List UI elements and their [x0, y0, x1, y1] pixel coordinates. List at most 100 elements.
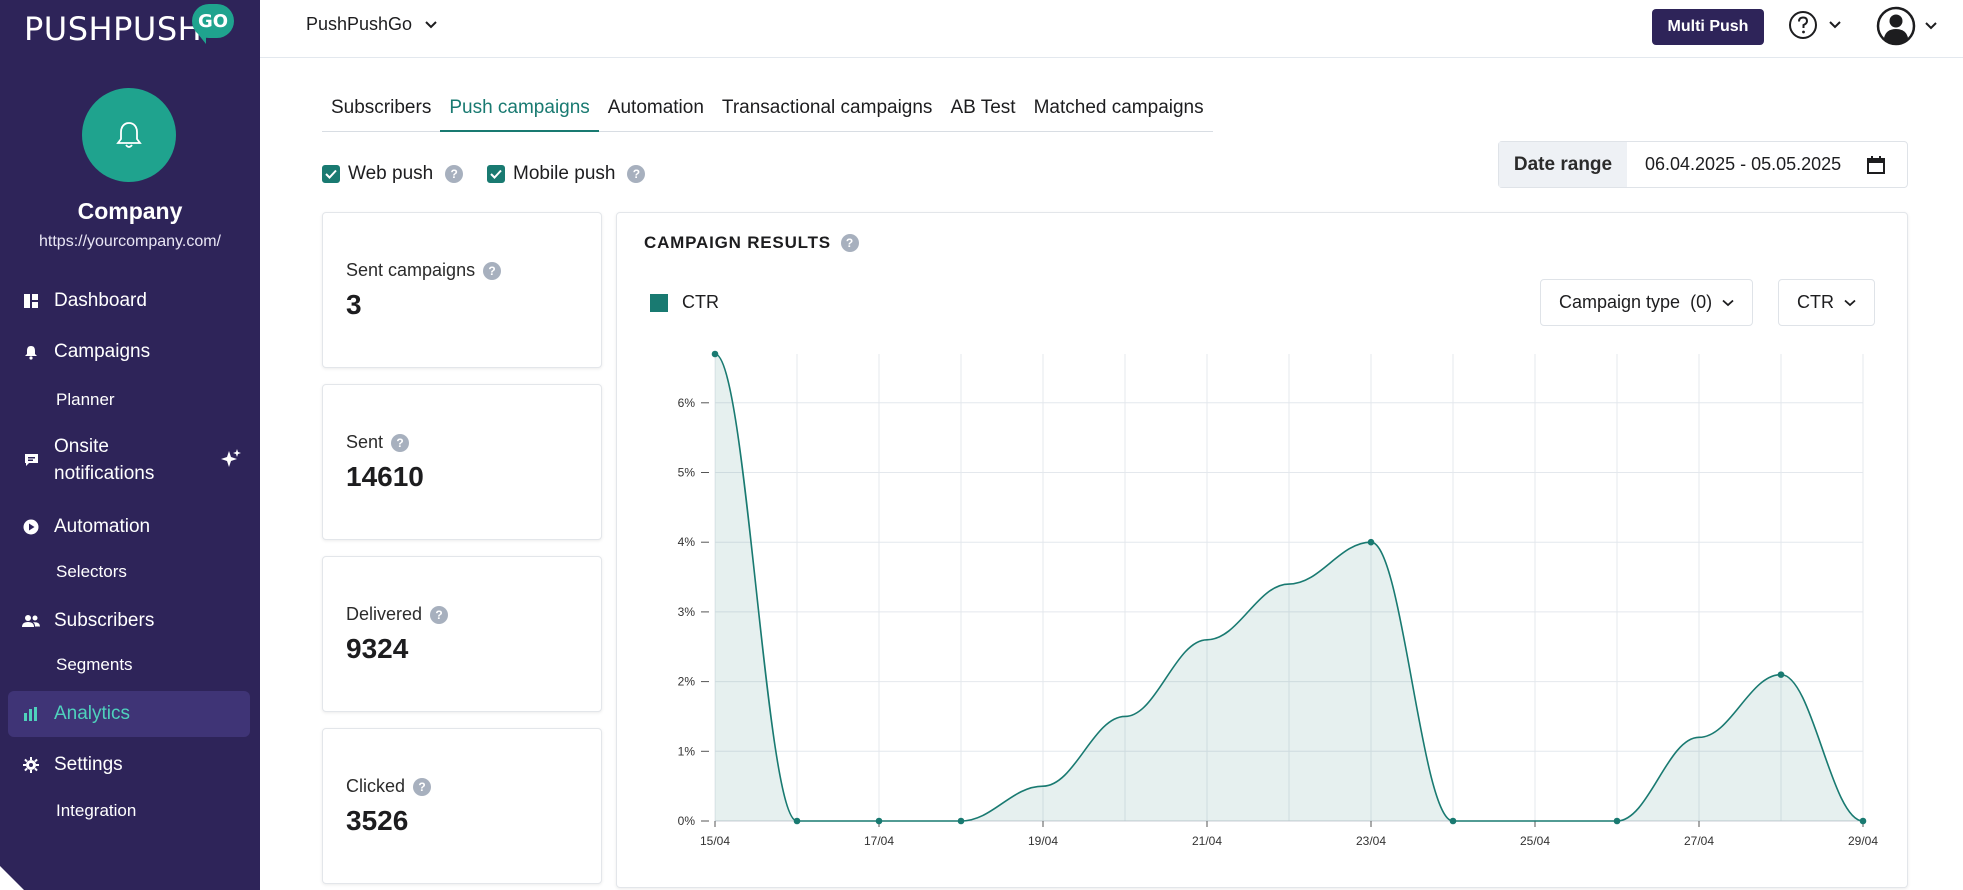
- account-selector[interactable]: PushPushGo: [306, 14, 438, 35]
- sidebar-item-planner[interactable]: Planner: [56, 390, 115, 409]
- tab-subscribers[interactable]: Subscribers: [331, 97, 432, 118]
- web-push-filter[interactable]: Web push ?: [322, 163, 464, 185]
- metric-dropdown[interactable]: CTR: [1778, 279, 1875, 326]
- y-tick-label: 5%: [678, 466, 696, 480]
- x-tick-label: 23/04: [1356, 834, 1386, 848]
- date-range-input[interactable]: 06.04.2025 - 05.05.2025: [1627, 142, 1907, 187]
- topbar: PushPushGo Multi Push: [260, 0, 1963, 58]
- user-menu[interactable]: [1876, 6, 1938, 46]
- tab-transactional-campaigns[interactable]: Transactional campaigns: [721, 97, 933, 118]
- stat-card-delivered: Delivered? 9324: [322, 556, 602, 712]
- tab-ab-test[interactable]: AB Test: [950, 97, 1016, 118]
- help-icon[interactable]: ?: [445, 165, 464, 183]
- mobile-push-checkbox[interactable]: [487, 165, 505, 183]
- sidebar-item-analytics[interactable]: Analytics: [8, 691, 250, 737]
- tab-automation[interactable]: Automation: [607, 97, 704, 118]
- x-tick-label: 21/04: [1192, 834, 1222, 848]
- company-url[interactable]: https://yourcompany.com/: [39, 233, 221, 250]
- company-avatar[interactable]: [82, 88, 176, 182]
- stat-card-clicked: Clicked? 3526: [322, 728, 602, 884]
- sidebar-item-campaigns[interactable]: Campaigns: [8, 329, 250, 375]
- sidebar-item-selectors[interactable]: Selectors: [56, 562, 127, 581]
- sidebar-item-automation[interactable]: Automation: [8, 504, 250, 550]
- campaign-results-panel: CAMPAIGN RESULTS ? CTR Campaign type (0)…: [616, 212, 1908, 888]
- ctr-point: [1859, 817, 1867, 825]
- chevron-down-icon: [1829, 21, 1841, 29]
- company-name: Company: [77, 198, 183, 224]
- date-range-picker[interactable]: Date range 06.04.2025 - 05.05.2025: [1498, 141, 1908, 188]
- logo[interactable]: PUSHPUSH GO: [24, 4, 234, 48]
- user-avatar-icon: [1876, 6, 1916, 46]
- stat-value: 14610: [346, 461, 424, 492]
- x-tick-label: 27/04: [1684, 834, 1714, 848]
- ctr-chart[interactable]: 0% 1% 2% 3% 4% 5% 6% 15/04 17/04 19/04 21/04 23/04 2…: [617, 213, 1907, 887]
- sidebar-item-onsite-notifications[interactable]: Onsite notifications: [8, 430, 250, 490]
- help-icon[interactable]: ?: [483, 261, 502, 280]
- sidebar-item-label: Analytics: [54, 703, 131, 724]
- logo-text: PUSHPUSH: [24, 10, 203, 48]
- analytics-tabs: Subscribers Push campaigns Automation Tr…: [322, 92, 1213, 132]
- mobile-push-label: Mobile push: [513, 163, 616, 184]
- sidebar-item-settings[interactable]: Settings: [8, 742, 250, 788]
- sidebar-corner-decoration: [0, 866, 24, 890]
- panel-title: CAMPAIGN RESULTS ?: [644, 233, 859, 253]
- campaign-type-dropdown[interactable]: Campaign type (0): [1540, 279, 1754, 326]
- y-tick-label: 1%: [678, 744, 696, 758]
- help-icon[interactable]: ?: [430, 605, 449, 624]
- web-push-checkbox[interactable]: [322, 165, 340, 183]
- stat-card-sent: Sent? 14610: [322, 384, 602, 540]
- stat-label: Clicked?: [346, 776, 432, 797]
- calendar-icon[interactable]: [1867, 155, 1886, 174]
- onsite-line2: notifications: [54, 463, 155, 484]
- metric-label: CTR: [1797, 292, 1834, 312]
- ctr-area: [715, 354, 1863, 821]
- tab-matched-campaigns[interactable]: Matched campaigns: [1033, 97, 1204, 118]
- mobile-push-filter[interactable]: Mobile push ?: [487, 163, 646, 185]
- help-icon[interactable]: ?: [840, 234, 859, 252]
- sidebar-item-integration[interactable]: Integration: [56, 801, 137, 820]
- play-icon: [22, 518, 40, 536]
- sidebar-item-dashboard[interactable]: Dashboard: [8, 278, 250, 324]
- date-range-value: 06.04.2025 - 05.05.2025: [1645, 154, 1842, 174]
- chat-icon: [22, 451, 40, 469]
- stat-label: Delivered?: [346, 604, 449, 625]
- chevron-down-icon: [1722, 299, 1734, 306]
- ctr-point: [875, 817, 883, 825]
- legend-label: CTR: [682, 292, 719, 312]
- help-icon[interactable]: ?: [627, 165, 646, 183]
- gear-icon: [22, 756, 40, 774]
- bell-icon: [116, 122, 142, 148]
- ctr-point: [1613, 817, 1621, 825]
- ctr-point: [1777, 671, 1785, 678]
- sidebar-item-segments[interactable]: Segments: [56, 655, 133, 674]
- help-icon[interactable]: ?: [413, 777, 432, 796]
- date-range-label: Date range: [1499, 142, 1627, 187]
- multi-push-button[interactable]: Multi Push: [1652, 9, 1764, 45]
- chart-legend[interactable]: CTR: [650, 292, 719, 313]
- ctr-point: [793, 817, 801, 825]
- stat-label: Sent campaigns?: [346, 260, 502, 281]
- help-menu[interactable]: [1788, 10, 1842, 40]
- x-tick-label: 15/04: [700, 834, 730, 848]
- campaign-type-label: Campaign type: [1559, 292, 1681, 312]
- stat-label-text: Delivered: [346, 604, 423, 624]
- tab-push-campaigns[interactable]: Push campaigns: [440, 92, 599, 132]
- logo-badge: GO: [192, 4, 234, 44]
- y-tick-label: 0%: [678, 814, 696, 828]
- sidebar-item-subscribers[interactable]: Subscribers: [8, 598, 250, 644]
- legend-swatch: [650, 293, 668, 312]
- stat-label: Sent?: [346, 432, 410, 453]
- stat-value: 3526: [346, 805, 409, 836]
- users-icon: [22, 612, 40, 630]
- chevron-down-icon: [425, 20, 437, 28]
- x-tick-label: 25/04: [1520, 834, 1550, 848]
- y-tick-label: 6%: [678, 396, 696, 410]
- help-icon[interactable]: ?: [391, 433, 410, 452]
- stat-value: 9324: [346, 633, 409, 664]
- sidebar-item-label: Onsite notifications: [54, 433, 154, 487]
- y-tick-label: 2%: [678, 675, 696, 689]
- check-icon: [325, 169, 337, 179]
- onsite-line1: Onsite: [54, 436, 109, 457]
- y-tick-label: 3%: [678, 605, 696, 619]
- panel-title-text: CAMPAIGN RESULTS: [644, 233, 831, 252]
